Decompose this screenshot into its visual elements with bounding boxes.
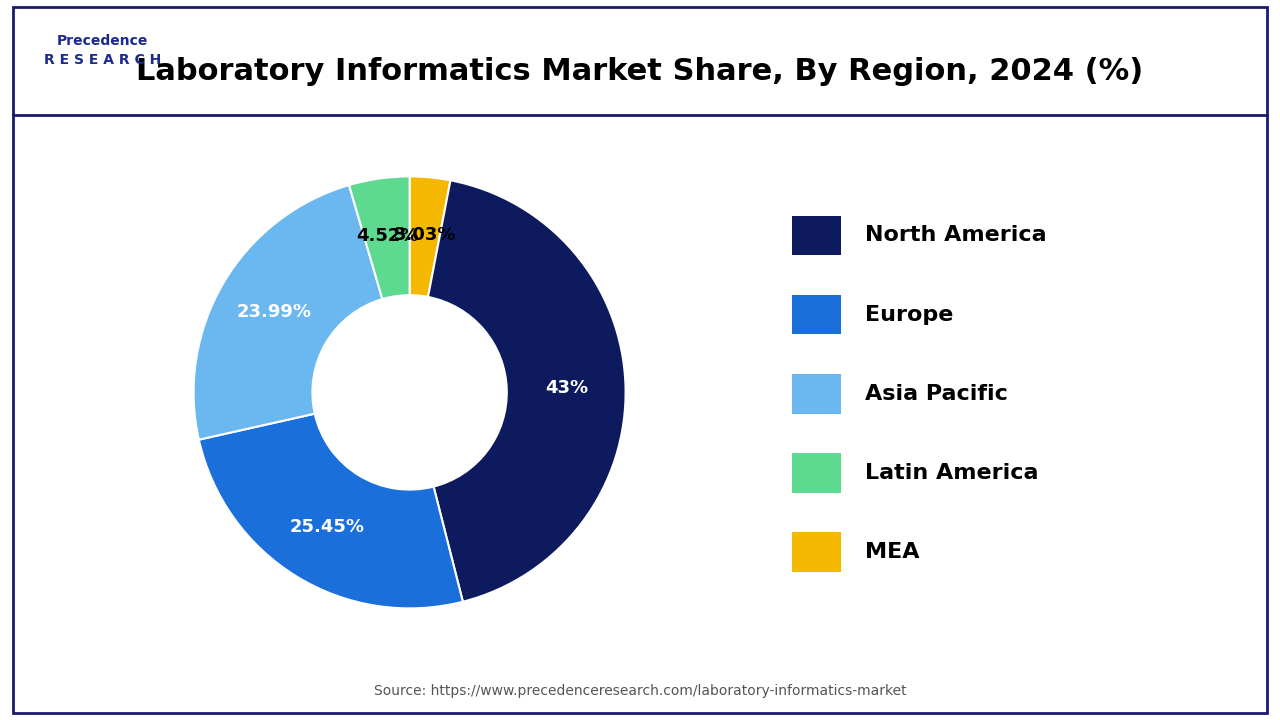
Text: Asia Pacific: Asia Pacific [865, 384, 1009, 404]
Wedge shape [428, 180, 626, 602]
Text: 3.03%: 3.03% [393, 226, 456, 244]
Text: North America: North America [865, 225, 1047, 246]
Text: 43%: 43% [545, 379, 589, 397]
Bar [792, 533, 841, 572]
Wedge shape [349, 176, 410, 299]
Text: 25.45%: 25.45% [289, 518, 365, 536]
Wedge shape [198, 414, 463, 608]
Text: 23.99%: 23.99% [237, 303, 311, 321]
Wedge shape [193, 185, 383, 440]
Bar [792, 295, 841, 334]
Bar [792, 216, 841, 256]
Text: Laboratory Informatics Market Share, By Region, 2024 (%): Laboratory Informatics Market Share, By … [137, 58, 1143, 86]
Bar [792, 374, 841, 413]
Text: 4.52%: 4.52% [356, 228, 419, 246]
Wedge shape [410, 176, 451, 297]
Text: Latin America: Latin America [865, 463, 1039, 483]
Text: MEA: MEA [865, 542, 920, 562]
Text: Source: https://www.precedenceresearch.com/laboratory-informatics-market: Source: https://www.precedenceresearch.c… [374, 684, 906, 698]
Text: Europe: Europe [865, 305, 954, 325]
Bar [792, 454, 841, 492]
Text: Precedence
R E S E A R C H: Precedence R E S E A R C H [44, 34, 161, 67]
